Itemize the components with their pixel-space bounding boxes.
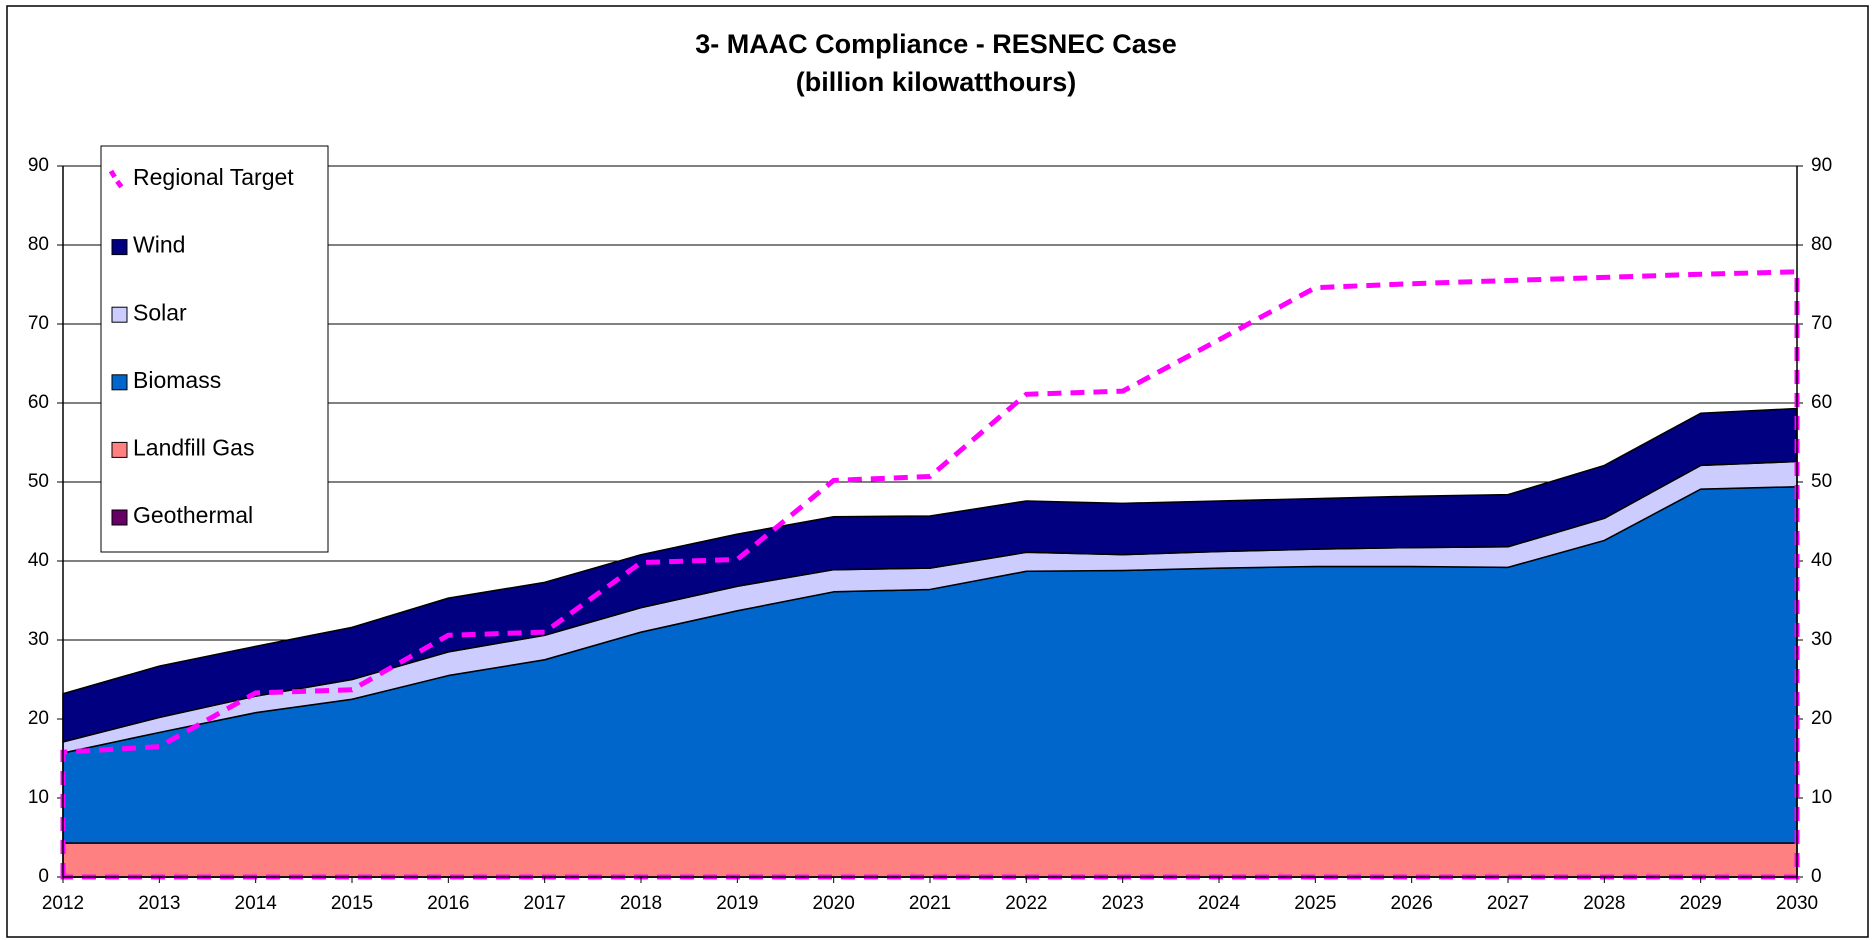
- y2-tick-label: 30: [1811, 629, 1832, 650]
- x-tick-label: 2016: [427, 893, 469, 914]
- legend-label: Wind: [133, 232, 185, 258]
- x-tick-label: 2026: [1391, 893, 1433, 914]
- y2-tick-label: 0: [1811, 866, 1822, 887]
- x-tick-label: 2030: [1776, 893, 1818, 914]
- y2-tick-label: 90: [1811, 155, 1832, 176]
- x-tick-label: 2020: [813, 893, 855, 914]
- legend-label: Solar: [133, 299, 187, 325]
- x-tick-label: 2021: [909, 893, 951, 914]
- x-tick-label: 2023: [1102, 893, 1144, 914]
- y-tick-label: 60: [28, 392, 49, 413]
- legend-box: [100, 145, 329, 553]
- legend-swatch: [111, 509, 128, 526]
- legend-swatch: [111, 441, 128, 458]
- y2-tick-label: 20: [1811, 708, 1832, 729]
- y2-tick-label: 50: [1811, 471, 1832, 492]
- y2-tick-label: 60: [1811, 392, 1832, 413]
- y-tick-label: 80: [28, 234, 49, 255]
- x-tick-label: 2012: [42, 893, 84, 914]
- y2-tick-label: 10: [1811, 787, 1832, 808]
- legend-label: Geothermal: [133, 502, 253, 528]
- x-tick-label: 2028: [1583, 893, 1625, 914]
- y-tick-label: 0: [38, 866, 49, 887]
- y-tick-label: 30: [28, 629, 49, 650]
- legend: Regional Target Wind Solar Biomass Landfill …: [100, 145, 329, 553]
- y2-tick-label: 80: [1811, 234, 1832, 255]
- y-tick-label: 10: [28, 787, 49, 808]
- area: [62, 842, 1798, 878]
- legend-swatch: [111, 374, 128, 391]
- x-tick-label: 2013: [138, 893, 180, 914]
- plot-area: [57, 165, 1803, 883]
- x-tick-label: 2024: [1198, 893, 1241, 914]
- legend-swatch: [108, 169, 125, 191]
- y-tick-label: 70: [28, 313, 49, 334]
- x-tick-label: 2025: [1294, 893, 1336, 914]
- y-tick-label: 90: [28, 155, 49, 176]
- x-tick-label: 2018: [620, 893, 662, 914]
- x-tick-label: 2019: [716, 893, 758, 914]
- legend-label: Regional Target: [133, 164, 294, 190]
- x-tick-label: 2029: [1680, 893, 1722, 914]
- legend-swatch: [111, 239, 128, 256]
- y-tick-label: 40: [28, 550, 49, 571]
- chart-subtitle: (billion kilowatthours): [796, 67, 1076, 97]
- y2-tick-label: 40: [1811, 550, 1832, 571]
- x-tick-label: 2022: [1005, 893, 1047, 914]
- y2-tick-label: 70: [1811, 313, 1832, 334]
- legend-swatch: [111, 306, 128, 323]
- chart-title: 3- MAAC Compliance - RESNEC Case: [695, 29, 1177, 59]
- x-tick-label: 2014: [235, 893, 278, 914]
- legend-label: Biomass: [133, 367, 221, 393]
- legend-label: Landfill Gas: [133, 434, 254, 460]
- y-tick-label: 20: [28, 708, 49, 729]
- x-tick-label: 2015: [331, 893, 373, 914]
- y-tick-label: 50: [28, 471, 49, 492]
- target-line: [60, 269, 1800, 880]
- x-tick-label: 2017: [524, 893, 566, 914]
- x-tick-label: 2027: [1487, 893, 1529, 914]
